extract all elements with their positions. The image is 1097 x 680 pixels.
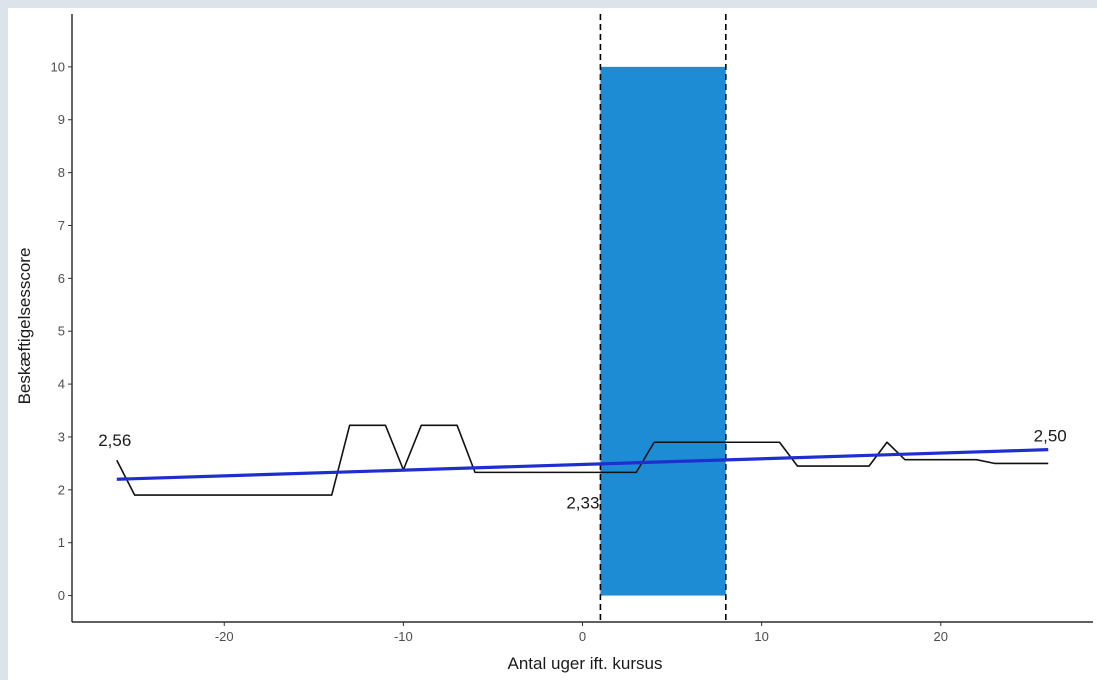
y-tick-label: 10 [51, 59, 65, 74]
y-tick-label: 3 [58, 429, 65, 444]
y-tick-label: 0 [58, 588, 65, 603]
y-tick-label: 1 [58, 535, 65, 550]
course-period-layer [599, 14, 727, 622]
x-tick-label: -20 [215, 629, 234, 644]
y-tick-label: 6 [58, 271, 65, 286]
y-tick-label: 2 [58, 482, 65, 497]
course-period-band [600, 66, 726, 596]
annotation-label: 2,33 [566, 493, 599, 512]
x-tick-label: 20 [934, 629, 948, 644]
annotation-layer: 2,56 2,33 2,50 [98, 426, 1067, 512]
y-tick-label: 7 [58, 218, 65, 233]
x-tick-label: 0 [579, 629, 586, 644]
y-tick-label: 5 [58, 324, 65, 339]
axes-layer: 0 1 2 3 4 5 6 7 8 9 10 -20 -10 0 10 20 [51, 14, 1093, 644]
chart-container: 0 1 2 3 4 5 6 7 8 9 10 -20 -10 0 10 20 2,56 2,33 2,50 Ant… [8, 8, 1097, 680]
x-tick-label: 10 [754, 629, 768, 644]
annotation-label: 2,50 [1034, 426, 1067, 445]
trend-line [116, 448, 1049, 481]
y-tick-label: 8 [58, 165, 65, 180]
y-tick-label: 9 [58, 112, 65, 127]
score-line [116, 424, 1049, 496]
x-axis-title: Antal uger ift. kursus [508, 654, 663, 673]
y-axis-title: Beskæftigelsesscore [15, 248, 34, 405]
series-layer [116, 424, 1049, 496]
annotation-label: 2,56 [98, 431, 131, 450]
line-chart: 0 1 2 3 4 5 6 7 8 9 10 -20 -10 0 10 20 2,56 2,33 2,50 Ant… [15, 14, 1093, 673]
x-tick-label: -10 [394, 629, 413, 644]
y-tick-label: 4 [58, 377, 65, 392]
